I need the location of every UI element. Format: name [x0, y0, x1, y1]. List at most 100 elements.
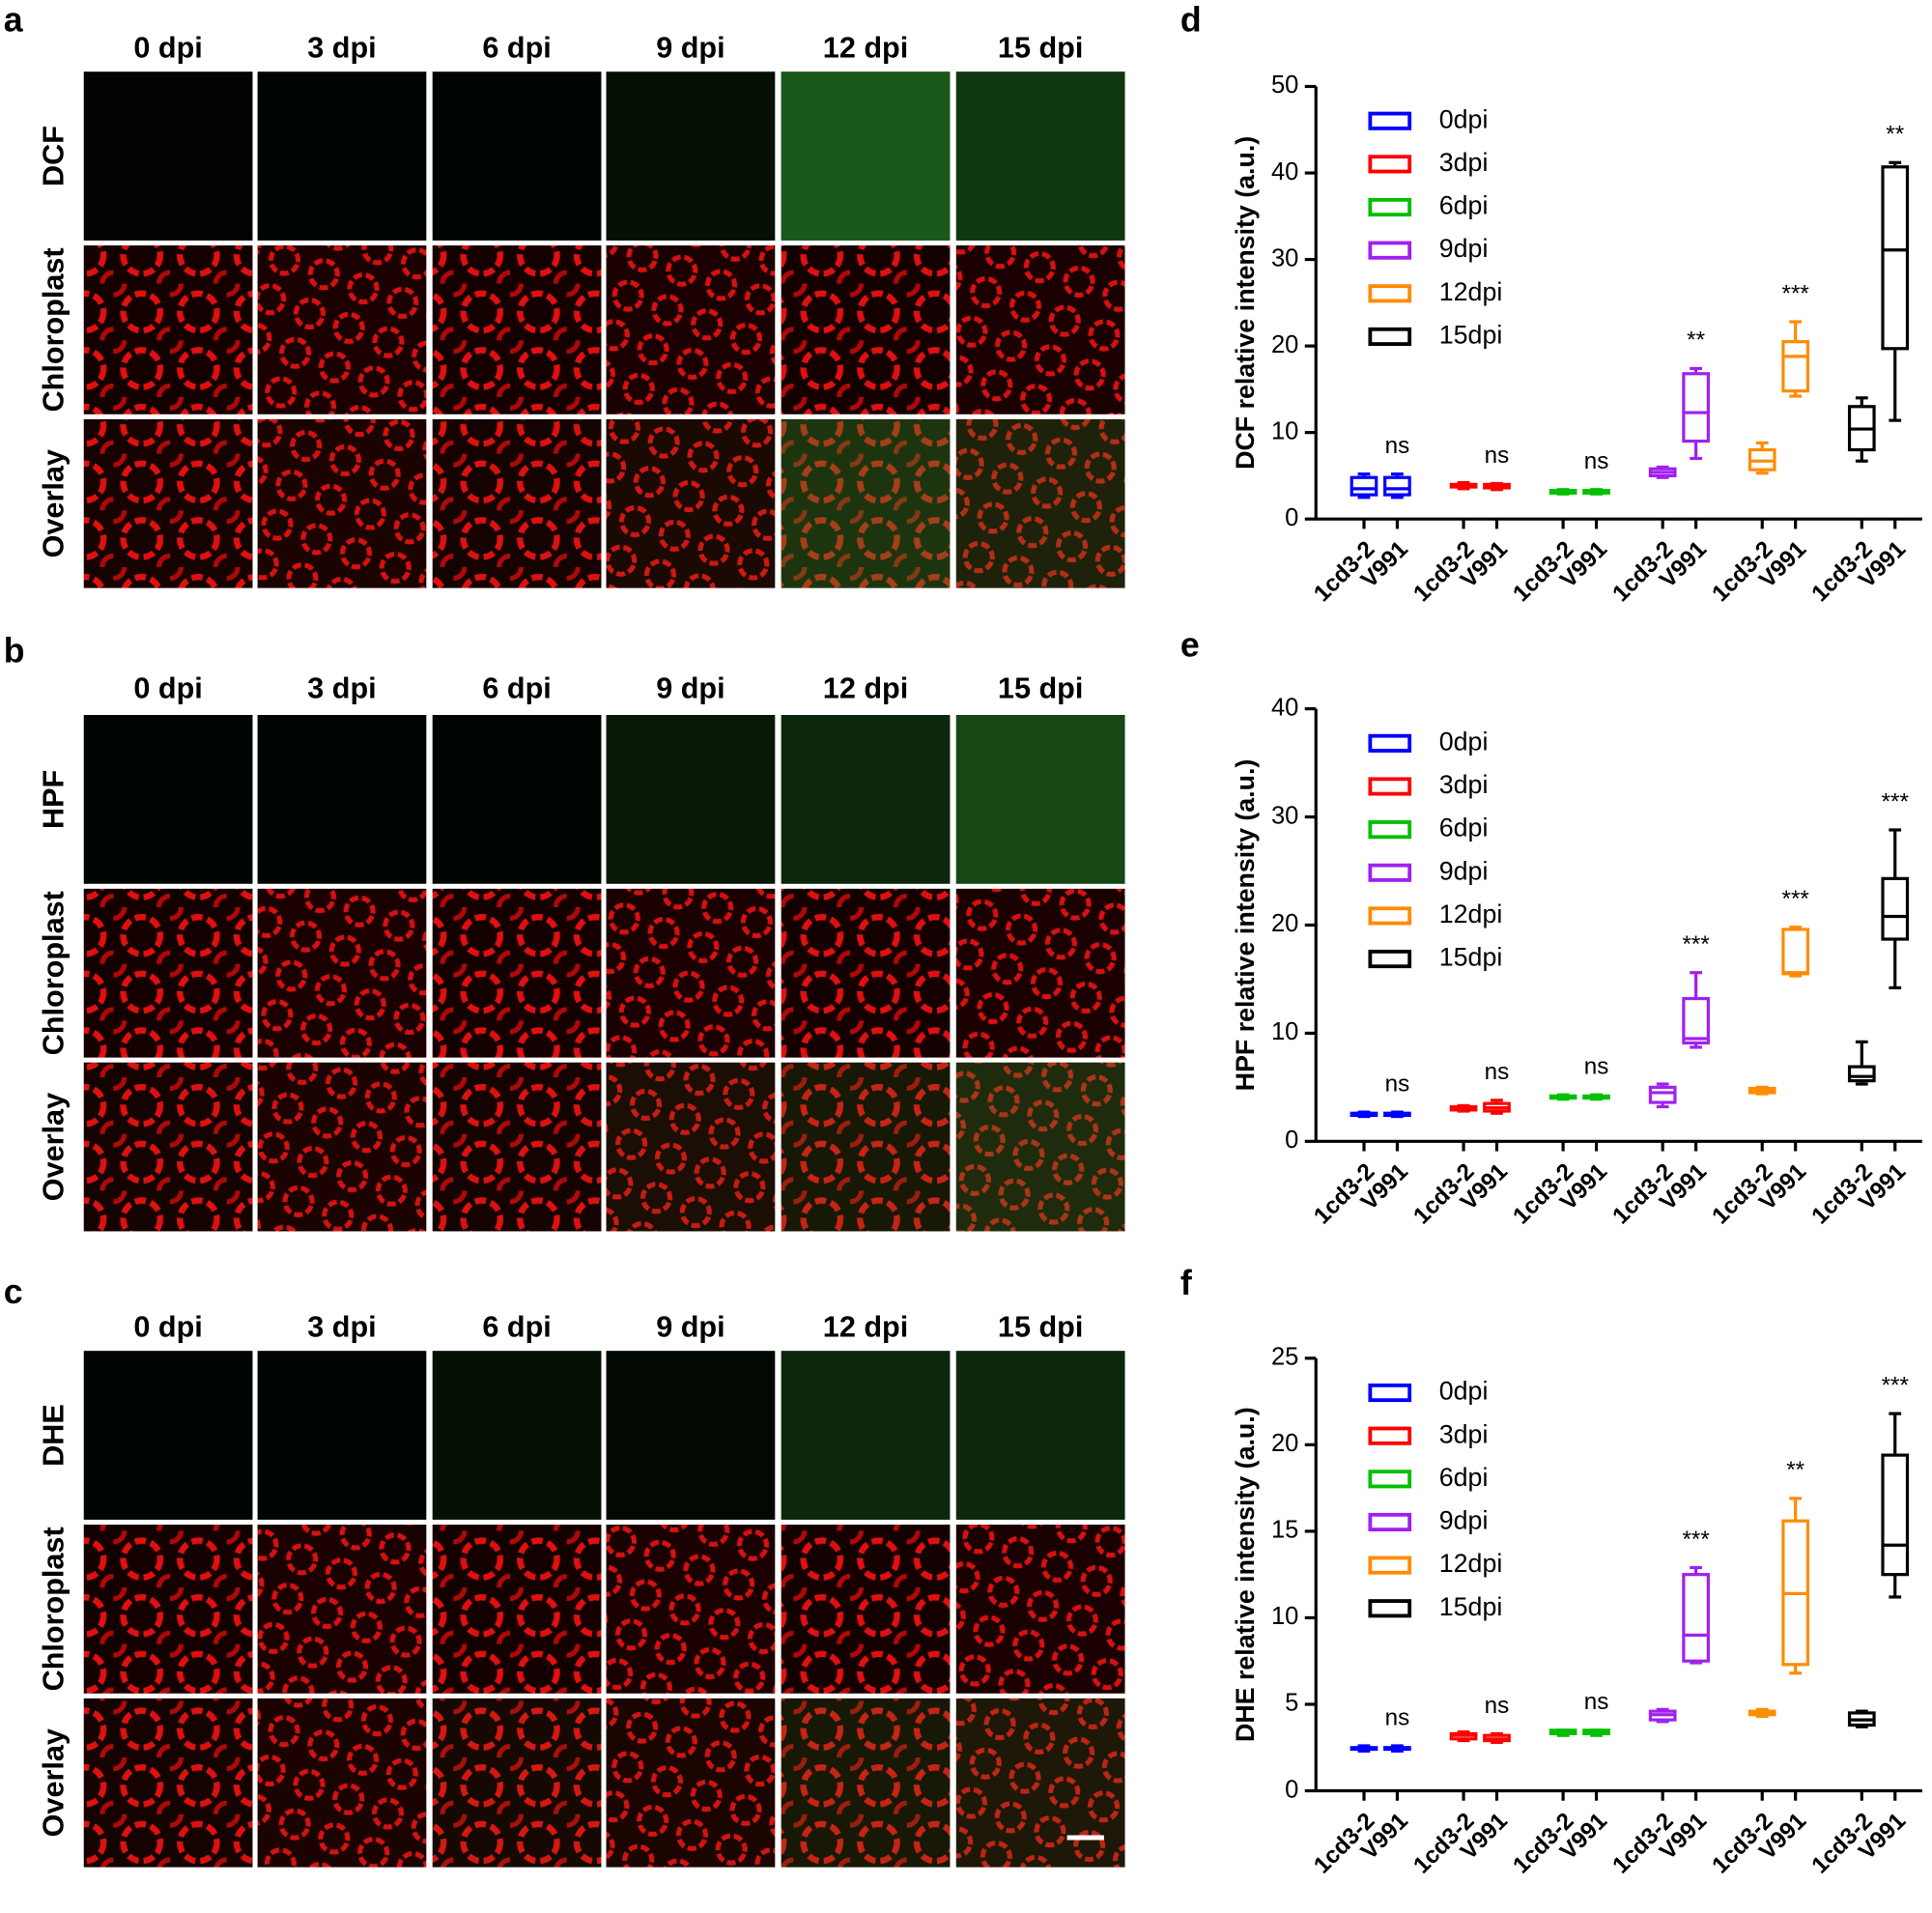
box: [1648, 1085, 1677, 1104]
legend-label: 6dpi: [1439, 191, 1489, 220]
row-label: DHE: [37, 1404, 70, 1467]
legend-label: 15dpi: [1439, 943, 1503, 972]
column-header: 9 dpi: [656, 31, 724, 64]
column-header: 6 dpi: [482, 672, 551, 705]
y-tick-label: 30: [1271, 802, 1298, 829]
box: [1781, 928, 1810, 976]
overlay-image: [432, 418, 602, 588]
legend-swatch: [1368, 733, 1412, 753]
legend-label: 9dpi: [1439, 234, 1489, 263]
green-signal: [606, 1351, 776, 1520]
legend-swatch: [1368, 1599, 1412, 1618]
legend-label: 15dpi: [1439, 320, 1503, 349]
fluorescence-image: [955, 715, 1125, 884]
green-signal: [781, 1351, 951, 1520]
legend-label: 12dpi: [1439, 277, 1503, 306]
y-tick-label: 15: [1271, 1517, 1298, 1544]
box: [1682, 372, 1710, 443]
significance: **: [1786, 1457, 1804, 1483]
green-overlay: [955, 1698, 1125, 1868]
overlay-image: [606, 418, 776, 588]
legend-label: 3dpi: [1439, 148, 1489, 177]
overlay-image: [781, 1698, 951, 1868]
significance: ***: [1782, 280, 1810, 306]
y-tick-label: 25: [1271, 1344, 1298, 1371]
legend-label: 15dpi: [1439, 1592, 1503, 1621]
legend-swatch: [1368, 111, 1412, 130]
fluorescence-image: [257, 71, 427, 241]
fluorescence-image: [606, 71, 776, 241]
legend-label: 6dpi: [1439, 814, 1489, 842]
box: [1881, 165, 1910, 351]
chloroplast-image: [606, 888, 776, 1058]
green-overlay: [781, 1062, 951, 1232]
green-signal: [84, 1351, 253, 1520]
green-overlay: [258, 1063, 427, 1232]
fluorescence-image: [257, 1351, 427, 1520]
column-header: 15 dpi: [998, 672, 1083, 705]
y-axis-label: DCF relative intensity (a.u.): [1231, 136, 1260, 470]
column-header: 3 dpi: [307, 1310, 376, 1343]
legend-swatch: [1368, 1512, 1412, 1532]
chloroplast-image: [257, 245, 427, 414]
chloroplast-image: [432, 1525, 602, 1694]
legend-swatch: [1368, 1470, 1412, 1489]
overlay-image: [955, 418, 1125, 588]
green-signal: [955, 71, 1125, 241]
legend-swatch: [1368, 284, 1412, 303]
panel-letter: b: [4, 632, 25, 671]
column-header: 9 dpi: [656, 672, 724, 705]
chloroplast-image: [606, 1525, 776, 1694]
column-header: 0 dpi: [133, 1310, 202, 1343]
overlay-image: [83, 418, 253, 588]
column-header: 3 dpi: [307, 672, 376, 705]
green-signal: [781, 71, 951, 241]
green-overlay: [606, 418, 776, 588]
box: [1847, 1065, 1876, 1083]
fluorescence-image: [83, 715, 253, 884]
legend-swatch: [1368, 197, 1412, 217]
significance: ns: [1485, 1693, 1510, 1719]
legend-label: 12dpi: [1439, 1549, 1503, 1578]
chloroplast-image: [955, 1525, 1125, 1694]
legend-swatch: [1368, 906, 1412, 926]
chloroplast-image: [432, 888, 602, 1058]
legend-swatch: [1368, 241, 1412, 260]
significance: ***: [1682, 1527, 1710, 1553]
column-header: 15 dpi: [998, 31, 1083, 64]
fluorescence-image: [955, 1351, 1125, 1520]
legend-swatch: [1368, 949, 1412, 969]
row-label: Chloroplast: [37, 1527, 70, 1691]
legend-label: 0dpi: [1439, 104, 1489, 133]
fluorescence-image: [606, 715, 776, 884]
green-signal: [433, 71, 602, 241]
box: [1881, 876, 1910, 941]
chloroplast-image: [955, 888, 1125, 1058]
box: [1781, 340, 1810, 393]
chloroplast-image: [781, 245, 951, 414]
row-label: Overlay: [37, 1728, 70, 1837]
legend-swatch: [1368, 820, 1412, 840]
significance: ***: [1882, 1372, 1910, 1398]
legend-swatch: [1368, 155, 1412, 174]
green-overlay: [258, 419, 427, 588]
green-signal: [432, 1351, 602, 1520]
overlay-image: [83, 1062, 253, 1232]
significance: ns: [1584, 448, 1609, 474]
column-header: 0 dpi: [133, 672, 202, 705]
box: [1350, 475, 1378, 497]
green-overlay: [84, 1699, 253, 1868]
green-signal: [258, 71, 427, 241]
y-tick-label: 10: [1271, 1603, 1298, 1630]
green-overlay: [606, 1062, 776, 1232]
green-overlay: [781, 1698, 951, 1868]
green-signal: [955, 715, 1125, 884]
row-label: DCF: [37, 126, 70, 186]
green-overlay: [955, 1062, 1125, 1232]
fluorescence-image: [257, 715, 427, 884]
panel-letter: a: [4, 1, 24, 40]
box: [1682, 1573, 1710, 1663]
panel-letter: f: [1180, 1264, 1192, 1302]
green-signal: [955, 1351, 1125, 1520]
green-overlay: [607, 1699, 776, 1868]
